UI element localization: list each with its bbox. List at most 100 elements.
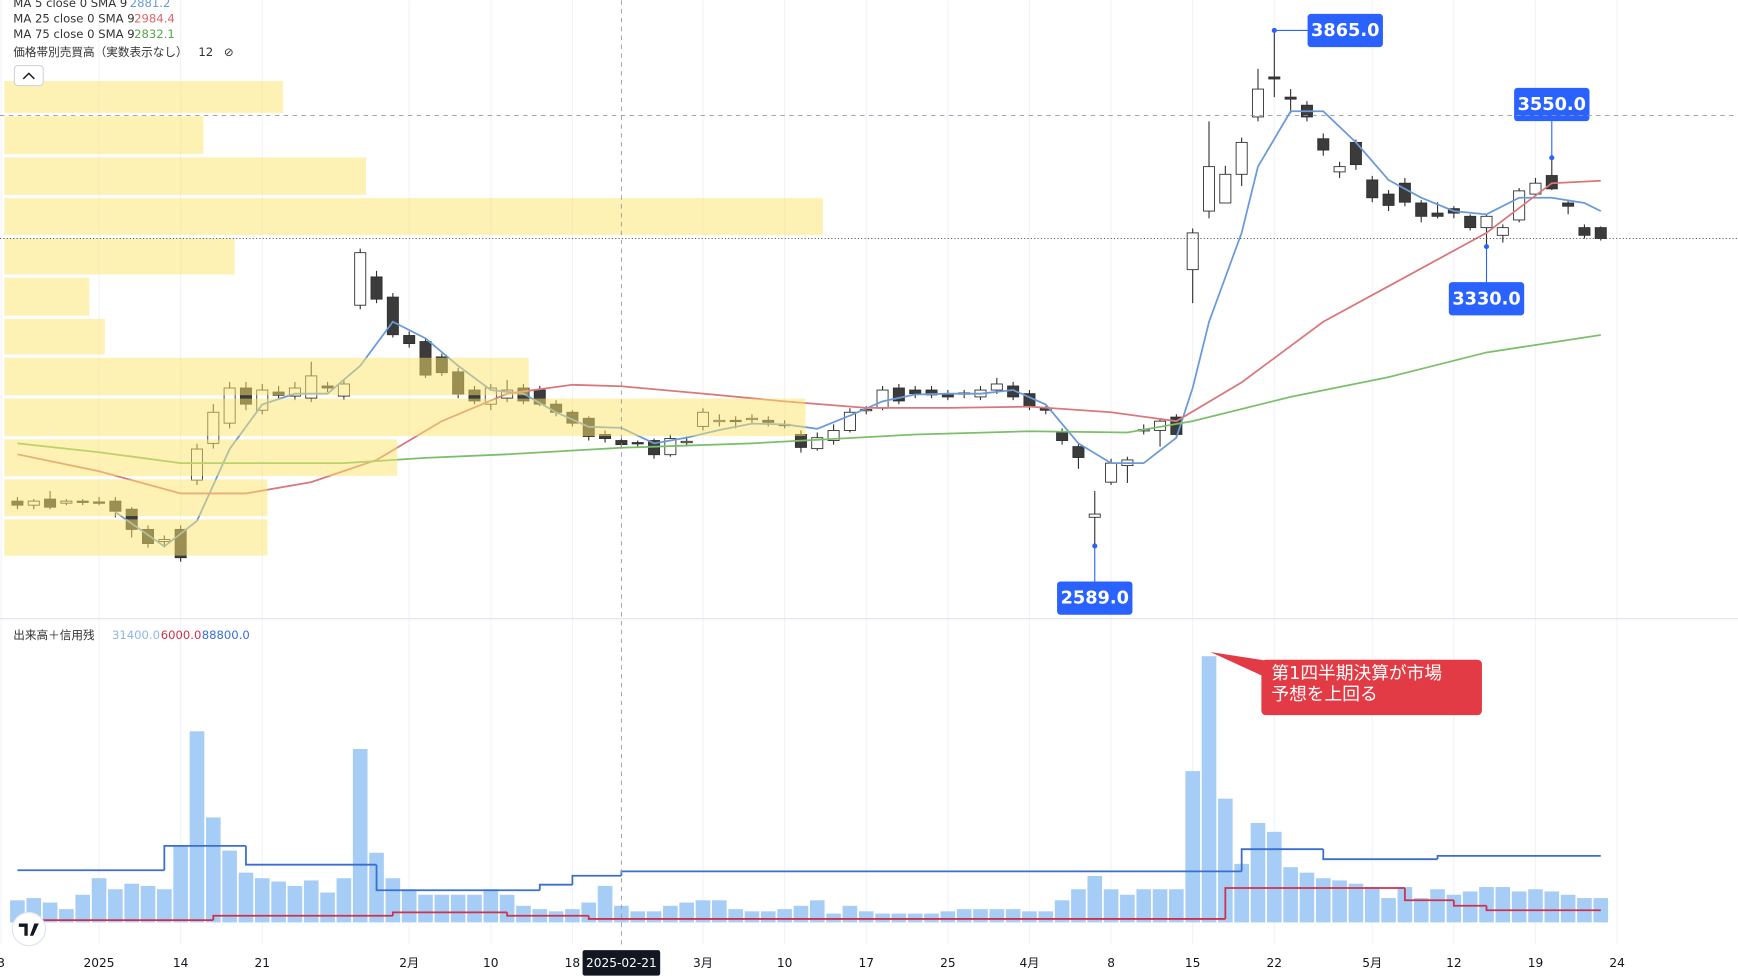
candle-body — [1496, 227, 1509, 236]
volume-bar — [1528, 889, 1543, 923]
volume-bar — [875, 913, 890, 923]
credit-balance-step — [163, 844, 246, 871]
volume-bar — [1103, 889, 1119, 923]
volume-bar — [450, 894, 466, 923]
callout: 第1四半期決算が市場 予想を上回る — [1210, 651, 1482, 716]
volume-bar — [303, 880, 319, 923]
volume-bar — [548, 911, 564, 923]
volume-bar — [418, 894, 433, 923]
annotation-point — [1483, 244, 1490, 250]
legend: MA 5 close 0 SMA 9 2881.2 MA 25 close 0 … — [13, 0, 250, 642]
x-tick-label: 25 — [940, 956, 956, 970]
volume-bar — [320, 892, 335, 923]
volume-bar — [1413, 898, 1429, 923]
volume-bar — [401, 889, 417, 923]
x-tick-label: 24 — [1609, 956, 1625, 970]
legend-ma5-value: 2881.2 — [130, 0, 171, 10]
volume-bar — [1511, 891, 1527, 923]
credit-balance-step — [1404, 888, 1454, 902]
volume-bar — [1479, 887, 1494, 923]
volume-profile-row — [4, 357, 529, 396]
volume-bar — [238, 872, 254, 923]
volume-bar — [760, 911, 776, 923]
volume-bar — [1315, 878, 1331, 923]
legend-ma75-value: 2832.1 — [134, 27, 175, 41]
volume-bar — [1038, 911, 1054, 923]
volume-bar — [483, 889, 499, 923]
x-tick-label: 12 — [1446, 956, 1462, 970]
volume-bar — [1152, 889, 1168, 923]
candle-body — [1088, 513, 1101, 518]
volume-bar — [956, 909, 972, 923]
annotation-box — [1307, 13, 1383, 48]
volume-bar — [434, 894, 450, 923]
volume-bar — [989, 909, 1005, 923]
volume-bar — [1446, 894, 1462, 923]
credit-balance-step — [506, 912, 589, 917]
volume-bar — [1054, 900, 1070, 923]
candle-body — [1333, 166, 1346, 173]
volume-bar — [189, 731, 205, 923]
volume-bar — [75, 894, 91, 923]
candle-body — [1268, 76, 1281, 80]
candle-body — [1072, 446, 1085, 458]
plot-area: 3865.0 3550.0 3330.0 2589.0 2025-02-21 — [4, 0, 1609, 976]
logo[interactable] — [11, 911, 46, 947]
candle-body — [1562, 202, 1575, 207]
candle-body — [1056, 432, 1069, 441]
volume-bar — [777, 909, 792, 923]
volume-legend-value: 31400.0 — [112, 628, 160, 642]
logo-circle — [11, 911, 46, 947]
annotation-label: 3550.0 — [1518, 95, 1586, 115]
volume-bar — [1169, 889, 1184, 923]
candle-body — [892, 387, 905, 402]
legend-profile-rows: 12 — [198, 45, 213, 59]
volume-bar — [581, 902, 597, 923]
credit-balance-step — [571, 874, 622, 885]
volume-profile-row — [4, 398, 806, 437]
legend-profile-icon[interactable]: ⊘ — [224, 45, 234, 59]
callout-text: 第1四半期決算が市場 — [1271, 663, 1442, 684]
candle-body — [403, 335, 416, 345]
volume-bar — [336, 878, 352, 923]
volume-bar — [858, 911, 874, 923]
volume-bar — [1430, 889, 1445, 923]
volume-bar — [124, 883, 140, 923]
credit-balance-step — [391, 911, 508, 916]
volume-bar — [907, 913, 923, 923]
credit-balance-step — [1224, 887, 1405, 919]
volume-bar — [59, 909, 74, 923]
volume-bar — [663, 905, 678, 923]
legend-ma25: MA 25 close 0 SMA 9 — [13, 12, 134, 26]
credit-sell-value: 6000.0 — [161, 628, 202, 642]
volume-bar — [679, 902, 694, 923]
volume-bar — [1381, 898, 1396, 923]
credit-balance-step — [375, 864, 540, 892]
volume-bar — [467, 894, 482, 923]
volume-profile-row — [4, 318, 105, 355]
x-tick-label: 18 — [565, 956, 581, 970]
x-tick-label: 2月 — [399, 956, 419, 970]
collapse-button[interactable] — [13, 65, 44, 87]
candle-body — [1513, 190, 1526, 221]
volume-bar — [973, 909, 988, 923]
volume-profile-row — [4, 277, 90, 316]
volume-bar — [1364, 887, 1380, 923]
volume-bar — [793, 905, 809, 923]
volume-profile-row — [4, 157, 367, 195]
volume-bar — [91, 878, 107, 923]
volume-bar — [222, 850, 237, 923]
annotation-point — [1549, 155, 1555, 161]
volume-bar — [1299, 872, 1315, 923]
volume-bar — [1022, 911, 1037, 923]
volume-bar — [352, 748, 368, 923]
x-tick-label: 3月 — [693, 956, 713, 970]
volume-bar — [842, 905, 858, 923]
candle-body — [370, 276, 383, 300]
volume-bar — [287, 885, 303, 923]
volume-profile-row — [4, 238, 235, 275]
x-tick-label: 19 — [1528, 956, 1544, 970]
annotation-label: 3330.0 — [1452, 289, 1520, 309]
annotation-label: 3865.0 — [1311, 21, 1379, 41]
volume-bar — [826, 913, 841, 923]
